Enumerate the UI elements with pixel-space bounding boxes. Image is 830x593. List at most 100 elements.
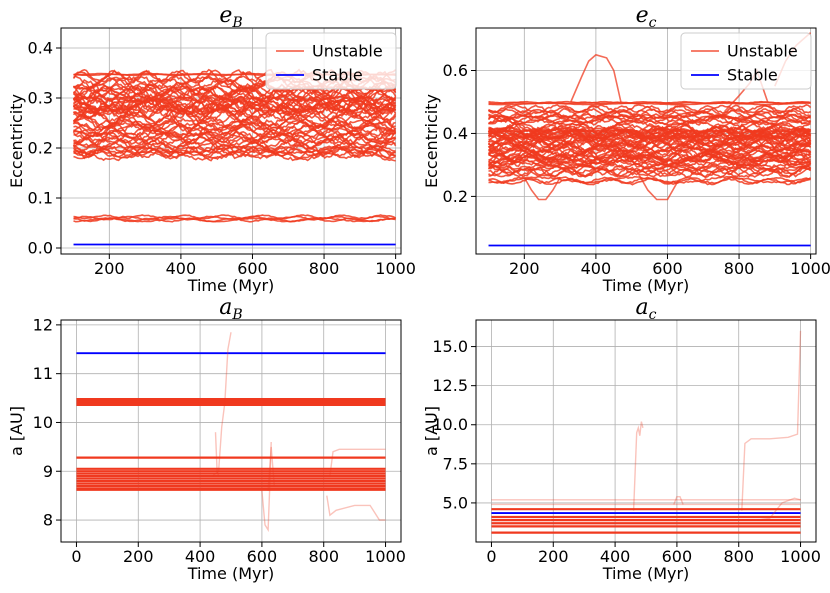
- y-axis-label: a [AU]: [422, 406, 441, 456]
- unstable-line: [73, 140, 396, 156]
- plot-area: [487, 32, 812, 247]
- unstable-line: [488, 154, 811, 169]
- x-tick-label: 0: [71, 547, 81, 566]
- legend-label-stable: Stable: [727, 66, 778, 85]
- y-tick-label: 0.0: [28, 239, 53, 258]
- x-tick-label: 400: [581, 259, 612, 278]
- x-tick-label: 200: [509, 259, 540, 278]
- title-main: a: [219, 295, 232, 320]
- y-tick-label: 7.5: [443, 454, 468, 473]
- title-subscript: c: [649, 15, 657, 31]
- unstable-faint-line: [673, 496, 684, 505]
- y-tick-label: 9: [43, 462, 53, 481]
- legend: Unstable Stable: [680, 32, 812, 90]
- y-tick-label: 10.0: [432, 415, 468, 434]
- x-tick-label: 800: [308, 547, 339, 566]
- x-tick-label: 600: [662, 547, 693, 566]
- unstable-line: [73, 134, 397, 150]
- unstable-line: [488, 177, 811, 186]
- unstable-line: [488, 102, 811, 106]
- x-tick-label: 400: [166, 259, 197, 278]
- axes-frame: [475, 319, 817, 543]
- unstable-excursion: [523, 177, 561, 201]
- unstable-line: [488, 121, 812, 134]
- y-tick-label: 15.0: [432, 337, 468, 356]
- unstable-line: [488, 152, 812, 167]
- subplot-title: aB: [219, 295, 242, 323]
- y-tick-label: 0.4: [443, 124, 468, 143]
- y-tick-label: 8: [43, 511, 53, 530]
- title-subscript: c: [649, 307, 657, 323]
- unstable-faint-line: [326, 495, 386, 521]
- x-tick-label: 600: [237, 259, 268, 278]
- y-axis-label: Eccentricity: [7, 94, 26, 188]
- unstable-faint-line: [214, 432, 220, 477]
- subplot-title: eB: [219, 3, 242, 31]
- subplot-ec: 200 400 600 800 1000 0.2 0.4 0.6 Time (Myr) Eccen…: [422, 3, 830, 295]
- x-tick-label: 800: [309, 259, 340, 278]
- unstable-line: [73, 217, 396, 223]
- unstable-line: [488, 143, 812, 158]
- unstable-line: [73, 214, 396, 220]
- x-tick-label: 400: [185, 547, 216, 566]
- unstable-line: [488, 166, 812, 179]
- x-axis-label: Time (Myr): [187, 564, 275, 583]
- axes-frame: [60, 27, 402, 255]
- unstable-line: [72, 122, 396, 137]
- legend-label-unstable: Unstable: [312, 42, 383, 61]
- y-tick-label: 12: [33, 315, 53, 334]
- unstable-line: [487, 114, 811, 125]
- unstable-line: [488, 128, 811, 140]
- unstable-excursion: [638, 174, 679, 201]
- y-tick-label: 5.0: [443, 493, 468, 512]
- title-main: a: [636, 295, 649, 320]
- unstable-line: [73, 101, 396, 118]
- subplot-ac: 0 200 400 600 800 1000 5.0 7.5 10.0 12.5 15.0 Time …: [422, 295, 821, 583]
- unstable-line: [72, 85, 396, 101]
- y-tick-label: 0.2: [443, 187, 468, 206]
- y-tick-label: 12.5: [432, 376, 468, 395]
- y-tick-label: 11: [33, 364, 53, 383]
- unstable-line: [488, 153, 811, 168]
- x-tick-label: 200: [123, 547, 154, 566]
- subplot-aB: 0 200 400 600 800 1000 8 9 10 11 12 Time (Myr) a [AU…: [7, 295, 406, 583]
- x-tick-label: 200: [94, 259, 125, 278]
- unstable-line: [72, 122, 396, 138]
- x-tick-label: 800: [724, 259, 755, 278]
- x-tick-label: 1000: [780, 547, 821, 566]
- unstable-faint-line: [741, 330, 802, 511]
- unstable-line: [72, 145, 396, 160]
- legend-label-unstable: Unstable: [727, 42, 798, 61]
- x-tick-label: 1000: [365, 547, 406, 566]
- plot-area: [72, 68, 397, 246]
- y-tick-label: 0.3: [28, 89, 53, 108]
- x-tick-label: 1000: [375, 259, 416, 278]
- x-axis-label: Time (Myr): [187, 276, 275, 295]
- x-tick-label: 800: [723, 547, 754, 566]
- unstable-faint-line: [329, 448, 386, 477]
- unstable-line: [488, 109, 811, 120]
- legend: Unstable Stable: [265, 32, 397, 90]
- y-tick-label: 0.4: [28, 39, 53, 58]
- subplot-title: ec: [636, 3, 657, 31]
- unstable-faint-line: [757, 497, 801, 521]
- unstable-faint-line: [261, 441, 272, 533]
- x-tick-label: 1000: [790, 259, 830, 278]
- x-tick-label: 0: [486, 547, 496, 566]
- title-main: e: [636, 3, 649, 28]
- legend-label-stable: Stable: [312, 66, 363, 85]
- x-tick-label: 200: [538, 547, 569, 566]
- y-axis-label: Eccentricity: [422, 94, 441, 188]
- unstable-line: [488, 128, 811, 141]
- x-tick-label: 600: [247, 547, 278, 566]
- x-axis-label: Time (Myr): [602, 564, 690, 583]
- x-tick-label: 600: [652, 259, 683, 278]
- x-tick-label: 400: [600, 547, 631, 566]
- y-tick-label: 10: [33, 413, 53, 432]
- subplot-eB: 200 400 600 800 1000 0.0 0.1 0.2 0.3 0.4 Time (Myr…: [7, 3, 416, 295]
- unstable-faint-line: [212, 332, 232, 477]
- unstable-line: [72, 113, 396, 131]
- plot-area: [491, 330, 802, 534]
- unstable-line: [488, 101, 811, 105]
